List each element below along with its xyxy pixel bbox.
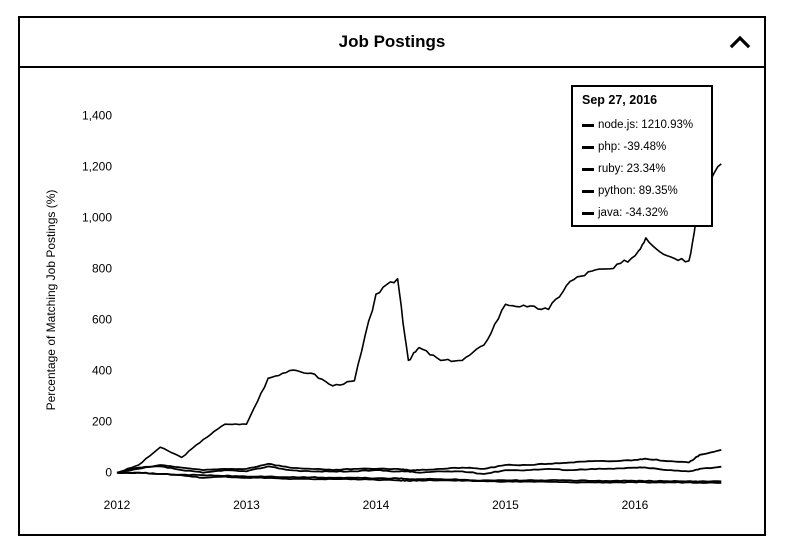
series-line-java <box>116 471 722 483</box>
y-tick-label: 1,400 <box>82 108 112 122</box>
tooltip-row: php: -39.48% <box>582 136 703 158</box>
hover-tooltip: Sep 27, 2016 node.js: 1210.93% php: -39.48%… <box>571 85 713 227</box>
tooltip-row: python: 89.35% <box>582 180 703 202</box>
y-tick-label: 600 <box>92 313 112 327</box>
series-swatch <box>582 167 594 171</box>
x-tick-label: 2016 <box>622 498 649 512</box>
tooltip-row: java: -34.32% <box>582 202 703 224</box>
series-swatch <box>582 123 594 127</box>
tooltip-series-value: 89.35% <box>638 185 678 197</box>
x-tick-label: 2015 <box>492 498 519 512</box>
y-tick-label: 200 <box>92 415 112 429</box>
tooltip-series-value: 23.34% <box>626 163 666 175</box>
tooltip-series-value: -39.48% <box>623 141 667 153</box>
tooltip-row: node.js: 1210.93% <box>582 114 703 136</box>
y-tick-label: 0 <box>105 466 112 480</box>
y-axis-label: Percentage of Matching Job Postings (%) <box>44 190 58 411</box>
series-line-nodejs <box>116 163 722 474</box>
y-tick-label: 1,000 <box>82 210 112 224</box>
chevron-up-icon <box>729 35 751 49</box>
tooltip-row: ruby: 23.34% <box>582 158 703 180</box>
series-swatch <box>582 145 594 149</box>
tooltip-date: Sep 27, 2016 <box>582 93 658 107</box>
series-swatch <box>582 189 594 193</box>
tooltip-series-value: -34.32% <box>625 207 669 219</box>
y-tick-label: 800 <box>92 262 112 276</box>
tooltip-series-name: java <box>598 207 620 219</box>
tooltip-series-name: php <box>598 141 618 153</box>
panel-header: Job Postings <box>20 18 764 68</box>
x-tick-label: 2013 <box>233 498 260 512</box>
y-tick-label: 400 <box>92 364 112 378</box>
series-swatch <box>582 211 594 215</box>
series-line-python <box>116 449 722 474</box>
series-line-ruby <box>116 465 722 475</box>
tooltip-series-name: python <box>598 185 633 197</box>
y-tick-label: 1,200 <box>82 159 112 173</box>
tooltip-series-value: 1210.93% <box>641 119 694 131</box>
x-tick-label: 2014 <box>363 498 390 512</box>
x-tick-label: 2012 <box>104 498 131 512</box>
tooltip-series-name: node.js <box>598 119 636 131</box>
tooltip-series-name: ruby <box>598 163 621 175</box>
panel-title: Job Postings <box>338 32 446 51</box>
collapse-button[interactable] <box>728 30 752 54</box>
